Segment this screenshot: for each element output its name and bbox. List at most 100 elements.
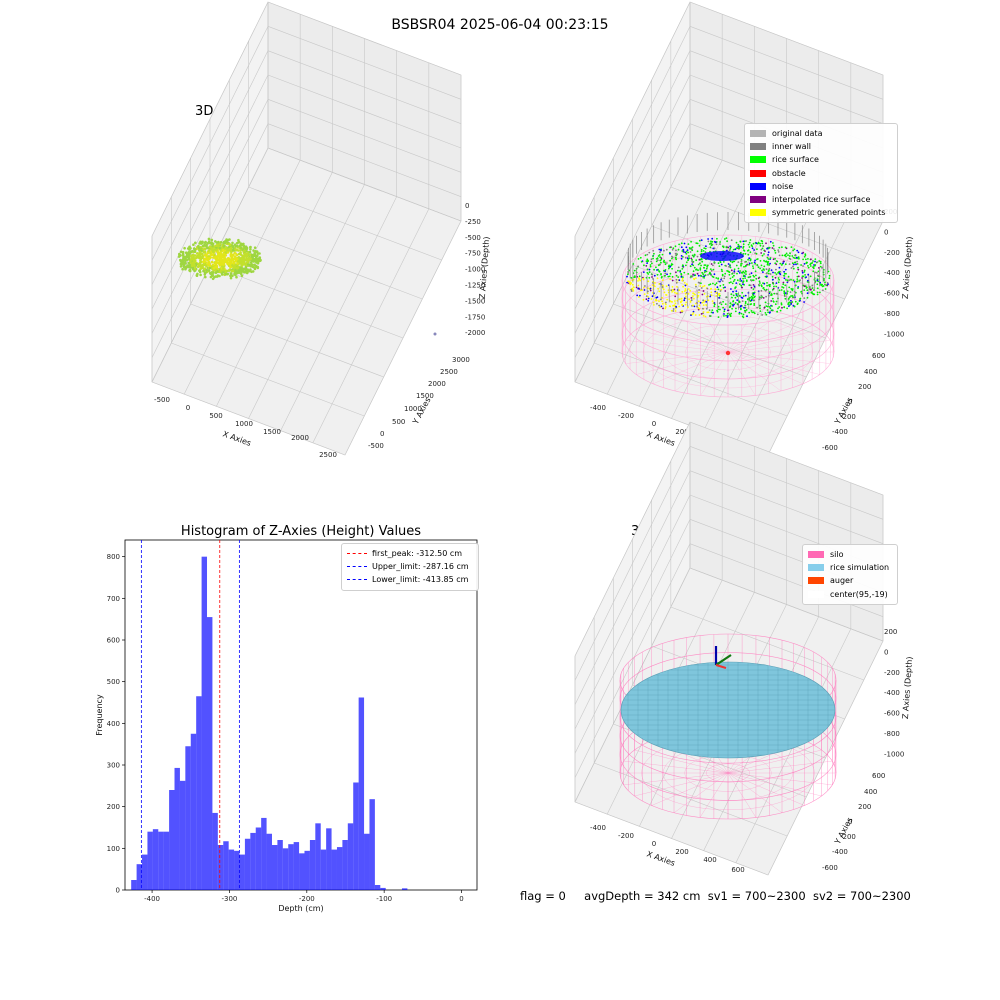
legend-swatch xyxy=(750,130,766,138)
histogram-bar xyxy=(169,790,175,890)
histogram-bar xyxy=(342,840,348,890)
sim-ylabel: Y Axies xyxy=(833,816,855,847)
classify-ztick-label: 0 xyxy=(884,228,888,236)
histogram-bar xyxy=(131,880,137,890)
classify-ytick-label: 0 xyxy=(848,398,852,406)
legend-label: inner wall xyxy=(772,142,812,152)
legend-label: auger xyxy=(830,576,854,586)
histogram-bar xyxy=(299,853,305,890)
legend-entry: Upper_limit: -287.16 cm xyxy=(347,560,473,573)
histogram-bar xyxy=(201,556,208,890)
histogram-ytick-label: 400 xyxy=(107,720,120,728)
histogram-bar xyxy=(163,831,170,890)
raw-ytick-label: 0 xyxy=(380,430,384,438)
histogram-bar xyxy=(255,827,262,890)
histogram-ytick-label: 800 xyxy=(107,553,120,561)
sim-xtick-label: 400 xyxy=(703,856,716,864)
sv2-text: sv2 = 700~2300 xyxy=(812,889,911,903)
legend-entry: Lower_limit: -413.85 cm xyxy=(347,573,473,586)
classify-ytick-label: -600 xyxy=(822,444,838,452)
raw-ztick-label: -1750 xyxy=(465,313,485,321)
raw-ytick-label: 2000 xyxy=(428,380,446,388)
legend-swatch xyxy=(808,564,824,572)
classify-ztick-label: -800 xyxy=(884,310,900,318)
sim-ztick-label: -1000 xyxy=(884,750,904,758)
legend-entry: auger xyxy=(808,574,892,587)
classify-noise-blob xyxy=(700,251,744,261)
legend-label: rice simulation xyxy=(830,563,890,573)
legend-label: interpolated rice surface xyxy=(772,195,871,205)
histogram-ytick-label: 500 xyxy=(107,678,120,686)
histogram-ytick-label: 600 xyxy=(107,637,120,645)
raw-ztick-label: 0 xyxy=(465,202,469,210)
raw-ztick-label: -1000 xyxy=(465,266,485,274)
raw-xlabel: X Axies xyxy=(221,429,252,448)
raw-ytick-label: 1500 xyxy=(416,392,434,400)
histogram-bar xyxy=(261,817,267,890)
histogram-bar xyxy=(347,823,354,890)
raw-xtick-label: 0 xyxy=(186,404,190,412)
classify-xtick-label: 0 xyxy=(652,420,656,428)
histogram-ytick-label: 200 xyxy=(107,803,120,811)
histogram-ytick-label: 700 xyxy=(107,595,120,603)
legend-label: Upper_limit: -287.16 cm xyxy=(372,562,469,572)
raw-ztick-label: -250 xyxy=(465,218,481,226)
histogram-bar xyxy=(179,780,186,890)
histogram-bar xyxy=(228,849,235,890)
classify-xlabel: X Axies xyxy=(645,429,676,448)
legend-swatch xyxy=(347,566,367,568)
classify-xtick-label: -200 xyxy=(618,412,634,420)
histogram-bar xyxy=(336,847,343,890)
classify-ytick-label: 200 xyxy=(858,383,871,391)
classify-ztick-label: -1000 xyxy=(884,330,904,338)
sim-ytick-label: 200 xyxy=(858,803,871,811)
legend-swatch xyxy=(808,577,824,585)
histogram-ytick-label: 100 xyxy=(107,845,120,853)
histogram-xtick-label: -300 xyxy=(221,895,237,903)
legend-label: obstacle xyxy=(772,168,806,178)
sim-axis-arrow-x xyxy=(715,664,727,669)
histogram-xtick-label: -400 xyxy=(144,895,160,903)
sim-ytick-label: 600 xyxy=(872,772,885,780)
raw-zlabel: Z Axies (Depth) xyxy=(478,236,491,299)
histogram-bar xyxy=(250,832,256,890)
legend-swatch xyxy=(750,156,766,164)
histogram-legend: first_peak: -312.50 cm Upper_limit: -287.… xyxy=(341,543,479,591)
legend-entry: interpolated rice surface xyxy=(750,193,892,206)
classify-ylabel: Y Axies xyxy=(833,396,855,427)
histogram-bar xyxy=(315,823,321,890)
legend-entry: inner wall xyxy=(750,140,892,153)
histogram-bar xyxy=(244,838,251,890)
avg-depth-text: avgDepth = 342 cm xyxy=(584,889,701,903)
classify-zlabel: Z Axies (Depth) xyxy=(901,236,914,299)
classify-plot-axes xyxy=(574,1,884,456)
legend-swatch xyxy=(347,553,367,555)
histogram-bar xyxy=(239,854,245,890)
raw-plot-axes xyxy=(151,1,462,456)
histogram-bar xyxy=(271,845,278,890)
histogram-bar xyxy=(326,828,332,890)
sim-xtick-label: 200 xyxy=(675,848,688,856)
sim-ytick-label: 0 xyxy=(848,818,852,826)
legend-entry: rice surface xyxy=(750,153,892,166)
histogram-bar xyxy=(152,829,159,890)
legend-label: rice surface xyxy=(772,155,819,165)
raw-xtick-label: 2500 xyxy=(319,451,337,459)
legend-label: symmetric generated points xyxy=(772,208,886,218)
sim-ytick-label: -400 xyxy=(832,848,848,856)
histogram-xtick-label: 0 xyxy=(459,895,463,903)
histogram-xtick-label: -100 xyxy=(376,895,392,903)
histogram-bar xyxy=(309,840,316,890)
sim-xtick-label: -200 xyxy=(618,832,634,840)
histogram-plot-area xyxy=(122,539,478,893)
classify-ytick-label: -200 xyxy=(840,413,856,421)
legend-entry: obstacle xyxy=(750,167,892,180)
status-footer: flag = 0 avgDepth = 342 cm sv1 = 700~230… xyxy=(520,889,911,903)
histogram-bar xyxy=(158,831,164,890)
legend-swatch xyxy=(808,590,824,598)
raw-ytick-label: 1000 xyxy=(404,405,422,413)
legend-entry: symmetric generated points xyxy=(750,206,892,219)
classify-ztick-label: -200 xyxy=(884,249,900,257)
histogram-ylabel: Frequency xyxy=(95,694,104,736)
histogram-bar xyxy=(282,848,289,890)
